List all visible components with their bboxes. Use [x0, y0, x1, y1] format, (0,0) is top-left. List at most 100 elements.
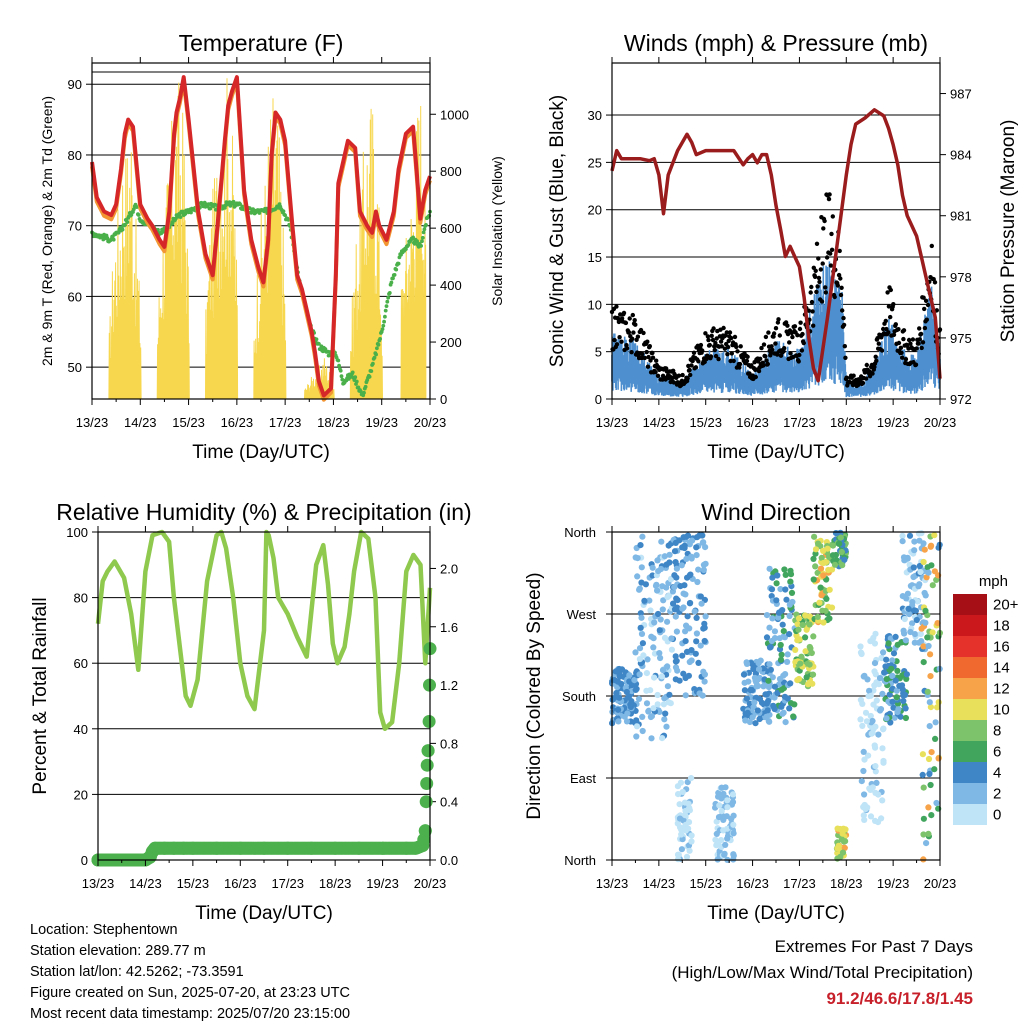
temperature-xlabel: Time (Day/UTC) — [192, 442, 330, 463]
direction-point — [659, 606, 666, 613]
direction-point — [688, 832, 695, 839]
direction-point — [903, 671, 911, 678]
direction-point — [636, 671, 643, 678]
direction-point — [623, 718, 631, 725]
direction-point — [674, 667, 681, 674]
y-tick-label: 40 — [74, 722, 88, 737]
direction-point — [834, 845, 841, 852]
gust-point — [899, 350, 904, 355]
dewpoint-point — [350, 370, 355, 375]
direction-point — [893, 687, 900, 694]
direction-point — [633, 723, 641, 730]
humidity-chart: 0 20 40 60 80 100 0.0 0.4 0.8 1.2 1.6 2.0 Relative H… — [30, 499, 472, 924]
gust-point — [864, 362, 869, 368]
colorbar-swatch — [953, 636, 987, 657]
direction-point — [671, 606, 679, 613]
dewpoint-point — [367, 374, 372, 379]
colorbar-swatch — [953, 720, 987, 741]
gust-point — [753, 374, 758, 380]
y-tick-label: 25 — [588, 155, 602, 170]
direction-point — [871, 640, 879, 647]
y-tick-label: 80 — [68, 148, 82, 163]
x-tick-label: 14/23 — [124, 415, 157, 430]
gust-point — [706, 337, 711, 343]
direction-point — [654, 587, 661, 594]
direction-point — [861, 791, 868, 798]
colorbar-label: 2 — [993, 786, 1001, 803]
gust-point — [619, 339, 624, 344]
direction-point — [696, 532, 703, 539]
direction-point — [660, 597, 667, 604]
gust-point — [618, 312, 623, 317]
direction-point — [780, 633, 787, 640]
direction-point — [866, 785, 873, 792]
direction-point — [870, 701, 877, 708]
direction-point — [670, 600, 677, 607]
direction-point — [697, 593, 704, 600]
temperature-title: Temperature (F) — [179, 30, 344, 56]
direction-point — [752, 720, 759, 727]
y2-tick-label: 2.0 — [440, 561, 458, 576]
gust-point — [737, 361, 743, 367]
direction-point — [614, 678, 622, 685]
gust-point — [809, 284, 814, 290]
direction-point — [879, 797, 886, 804]
direction-point — [683, 555, 690, 563]
direction-point — [763, 634, 771, 641]
direction-point — [857, 643, 864, 650]
gust-point — [864, 376, 869, 381]
direction-point — [637, 610, 644, 617]
direction-point — [792, 646, 799, 654]
gust-point — [809, 299, 815, 305]
dewpoint-point — [125, 220, 130, 225]
direction-point — [807, 645, 814, 652]
direction-point — [639, 713, 646, 721]
direction-point — [841, 556, 848, 563]
direction-point — [925, 569, 932, 576]
y2-tick-label: 981 — [950, 209, 972, 224]
x-tick-label: 20/23 — [924, 415, 957, 430]
precip-trace — [420, 777, 434, 790]
x-tick-label: 20/23 — [414, 876, 447, 891]
colorbar-label: 10 — [993, 702, 1010, 719]
gust-point — [908, 341, 913, 346]
direction-point — [783, 596, 790, 603]
direction-point — [889, 672, 896, 680]
direction-point — [902, 637, 910, 644]
gust-point — [621, 310, 627, 316]
gust-point — [626, 330, 632, 335]
direction-point — [771, 628, 779, 635]
direction-point — [775, 614, 782, 621]
direction-point — [864, 804, 871, 811]
gust-point — [924, 317, 929, 322]
direction-point — [831, 561, 839, 568]
direction-point — [615, 718, 622, 725]
gust-point — [838, 276, 843, 281]
direction-point — [702, 560, 709, 567]
x-tick-label: 13/23 — [76, 415, 109, 430]
gust-point — [923, 298, 929, 303]
direction-point — [817, 584, 824, 591]
y-tick-label: 100 — [66, 525, 88, 540]
humidity-ylabel: Percent & Total Rainfall — [30, 597, 51, 794]
direction-point — [902, 714, 910, 722]
gust-point — [810, 309, 815, 314]
direction-point — [869, 729, 876, 736]
direction-point — [811, 533, 818, 540]
gust-point — [759, 345, 764, 351]
direction-point — [780, 628, 787, 635]
direction-point — [701, 637, 708, 645]
direction-point — [786, 612, 793, 620]
gust-point — [727, 330, 733, 335]
direction-point — [741, 679, 748, 686]
direction-point — [636, 645, 644, 652]
gust-point — [914, 346, 919, 351]
direction-point — [903, 595, 910, 602]
direction-xlabel: Time (Day/UTC) — [707, 903, 845, 924]
winds-xlabel: Time (Day/UTC) — [707, 442, 845, 463]
direction-point — [777, 586, 784, 593]
colorbar-swatch — [953, 783, 987, 804]
gust-point — [629, 350, 634, 355]
y2-tick-label: 0.0 — [440, 853, 458, 868]
direction-point — [769, 674, 776, 681]
